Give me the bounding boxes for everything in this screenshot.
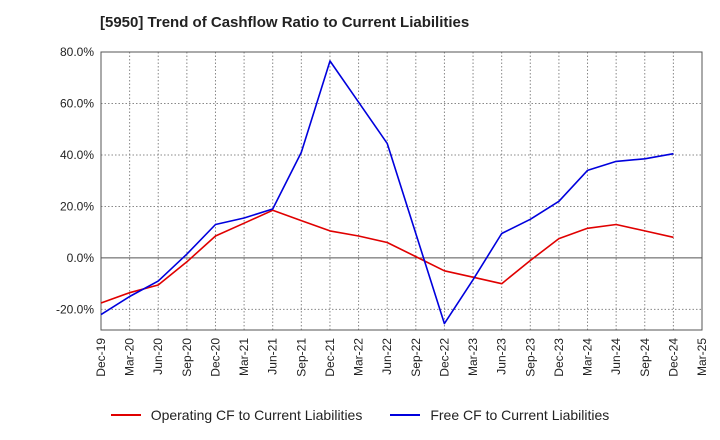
y-tick-label: 40.0% bbox=[60, 148, 94, 162]
chart-title: [5950] Trend of Cashflow Ratio to Curren… bbox=[100, 14, 470, 31]
x-tick-label: Dec-22 bbox=[437, 338, 451, 377]
legend-item-operating-cf: Operating CF to Current Liabilities bbox=[110, 404, 363, 426]
y-tick-label: 60.0% bbox=[60, 96, 94, 110]
x-tick-label: Dec-23 bbox=[552, 338, 566, 377]
chart-legend: Operating CF to Current Liabilities Free… bbox=[0, 404, 720, 426]
x-tick-label: Mar-21 bbox=[237, 338, 251, 376]
x-tick-label: Dec-21 bbox=[323, 338, 337, 377]
chart-plot: 80.0% 60.0% 40.0% 20.0% 0.0% -20.0% Dec-19 Mar-… bbox=[56, 45, 709, 377]
y-tick-label: 0.0% bbox=[67, 251, 95, 265]
x-tick-label: Jun-20 bbox=[151, 338, 165, 375]
x-tick-label: Mar-23 bbox=[466, 338, 480, 376]
legend-label-free-cf: Free CF to Current Liabilities bbox=[430, 407, 610, 423]
x-tick-label: Jun-24 bbox=[609, 338, 623, 375]
x-tick-label: Mar-24 bbox=[581, 338, 595, 376]
legend-swatch-free-cf bbox=[390, 414, 421, 416]
y-tick-label: 20.0% bbox=[60, 199, 94, 213]
y-tick-label: -20.0% bbox=[56, 302, 94, 316]
x-tick-label: Sep-21 bbox=[294, 338, 308, 377]
x-tick-label: Mar-20 bbox=[123, 338, 137, 376]
series-line-1 bbox=[100, 60, 674, 325]
x-tick-label: Dec-19 bbox=[94, 338, 108, 377]
x-tick-label: Jun-21 bbox=[266, 338, 280, 375]
x-tick-label: Jun-23 bbox=[495, 338, 509, 375]
y-tick-label: 80.0% bbox=[60, 45, 94, 59]
x-tick-label: Mar-22 bbox=[352, 338, 366, 376]
legend-label-operating-cf: Operating CF to Current Liabilities bbox=[150, 407, 363, 423]
legend-item-free-cf: Free CF to Current Liabilities bbox=[390, 404, 609, 426]
x-tick-label: Sep-20 bbox=[180, 338, 194, 377]
legend-swatch-operating-cf bbox=[110, 414, 141, 416]
series-line-0 bbox=[100, 209, 674, 304]
plot-border bbox=[100, 51, 703, 331]
x-tick-label: Sep-22 bbox=[409, 338, 423, 377]
x-tick-label: Jun-22 bbox=[380, 338, 394, 375]
x-tick-label: Mar-25 bbox=[695, 338, 709, 376]
x-tick-label: Sep-24 bbox=[638, 338, 652, 377]
x-tick-label: Dec-24 bbox=[666, 338, 680, 377]
x-tick-label: Sep-23 bbox=[523, 338, 537, 377]
x-tick-label: Dec-20 bbox=[208, 338, 222, 377]
